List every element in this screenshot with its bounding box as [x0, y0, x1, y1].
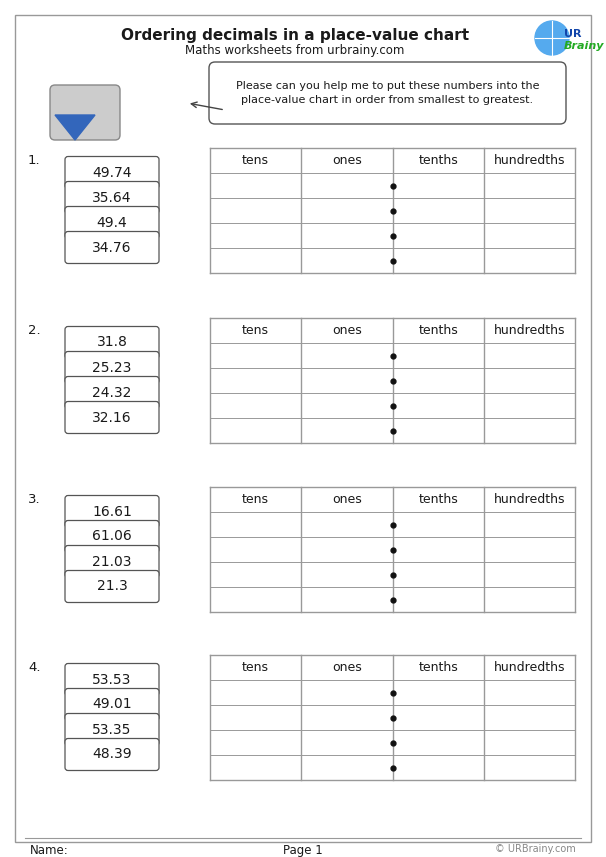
- FancyBboxPatch shape: [65, 571, 159, 602]
- Text: 3.: 3.: [28, 493, 41, 506]
- FancyBboxPatch shape: [65, 231, 159, 263]
- Text: tens: tens: [242, 493, 269, 506]
- Text: tens: tens: [242, 661, 269, 674]
- Text: 49.74: 49.74: [92, 165, 132, 179]
- Text: tenths: tenths: [418, 493, 458, 506]
- Text: hundredths: hundredths: [494, 324, 565, 337]
- Text: 61.06: 61.06: [92, 530, 132, 543]
- Text: 34.76: 34.76: [92, 241, 132, 255]
- FancyBboxPatch shape: [65, 688, 159, 721]
- FancyBboxPatch shape: [65, 157, 159, 189]
- Text: Ordering decimals in a place-value chart: Ordering decimals in a place-value chart: [121, 28, 469, 43]
- Text: hundredths: hundredths: [494, 493, 565, 506]
- Text: 16.61: 16.61: [92, 505, 132, 518]
- FancyBboxPatch shape: [65, 401, 159, 434]
- Text: hundredths: hundredths: [494, 661, 565, 674]
- Bar: [210, 487, 575, 612]
- Text: 53.35: 53.35: [92, 722, 132, 736]
- Text: 35.64: 35.64: [92, 190, 132, 205]
- Text: 53.53: 53.53: [92, 673, 132, 686]
- Text: Please can you help me to put these numbers into the
place-value chart in order : Please can you help me to put these numb…: [236, 81, 539, 105]
- Bar: [210, 318, 575, 443]
- Text: Maths worksheets from urbrainy.com: Maths worksheets from urbrainy.com: [185, 44, 405, 57]
- Text: 21.03: 21.03: [92, 554, 132, 568]
- Text: tens: tens: [242, 324, 269, 337]
- FancyBboxPatch shape: [65, 182, 159, 213]
- Text: 24.32: 24.32: [92, 386, 132, 399]
- FancyBboxPatch shape: [15, 15, 591, 842]
- Text: 49.4: 49.4: [96, 215, 127, 230]
- Text: 25.23: 25.23: [92, 361, 132, 375]
- Text: 48.39: 48.39: [92, 747, 132, 762]
- Text: 21.3: 21.3: [96, 579, 127, 594]
- FancyBboxPatch shape: [50, 85, 120, 140]
- Text: ones: ones: [332, 493, 362, 506]
- Text: Name:: Name:: [30, 844, 68, 857]
- Text: ones: ones: [332, 154, 362, 167]
- Text: 1.: 1.: [28, 154, 41, 167]
- Text: hundredths: hundredths: [494, 154, 565, 167]
- Text: ones: ones: [332, 324, 362, 337]
- Bar: [210, 148, 575, 273]
- FancyBboxPatch shape: [209, 62, 566, 124]
- Bar: [210, 655, 575, 780]
- FancyBboxPatch shape: [65, 351, 159, 383]
- Text: ones: ones: [332, 661, 362, 674]
- Circle shape: [535, 21, 569, 55]
- Text: © URBrainy.com: © URBrainy.com: [495, 844, 576, 854]
- Text: tenths: tenths: [418, 661, 458, 674]
- FancyBboxPatch shape: [65, 520, 159, 553]
- FancyBboxPatch shape: [65, 327, 159, 358]
- FancyBboxPatch shape: [65, 495, 159, 528]
- Text: tenths: tenths: [418, 324, 458, 337]
- FancyBboxPatch shape: [65, 739, 159, 770]
- FancyBboxPatch shape: [65, 207, 159, 238]
- Text: 4.: 4.: [28, 661, 41, 674]
- Text: 2.: 2.: [28, 324, 41, 337]
- FancyBboxPatch shape: [65, 376, 159, 409]
- FancyBboxPatch shape: [65, 663, 159, 696]
- FancyBboxPatch shape: [65, 714, 159, 746]
- Text: 31.8: 31.8: [96, 335, 127, 350]
- Text: Brainy: Brainy: [564, 41, 605, 51]
- Text: tens: tens: [242, 154, 269, 167]
- Text: 32.16: 32.16: [92, 411, 132, 424]
- FancyBboxPatch shape: [65, 546, 159, 578]
- Polygon shape: [55, 115, 95, 140]
- Text: tenths: tenths: [418, 154, 458, 167]
- Text: UR: UR: [564, 29, 582, 39]
- Text: Page 1: Page 1: [283, 844, 323, 857]
- Text: 49.01: 49.01: [92, 698, 132, 711]
